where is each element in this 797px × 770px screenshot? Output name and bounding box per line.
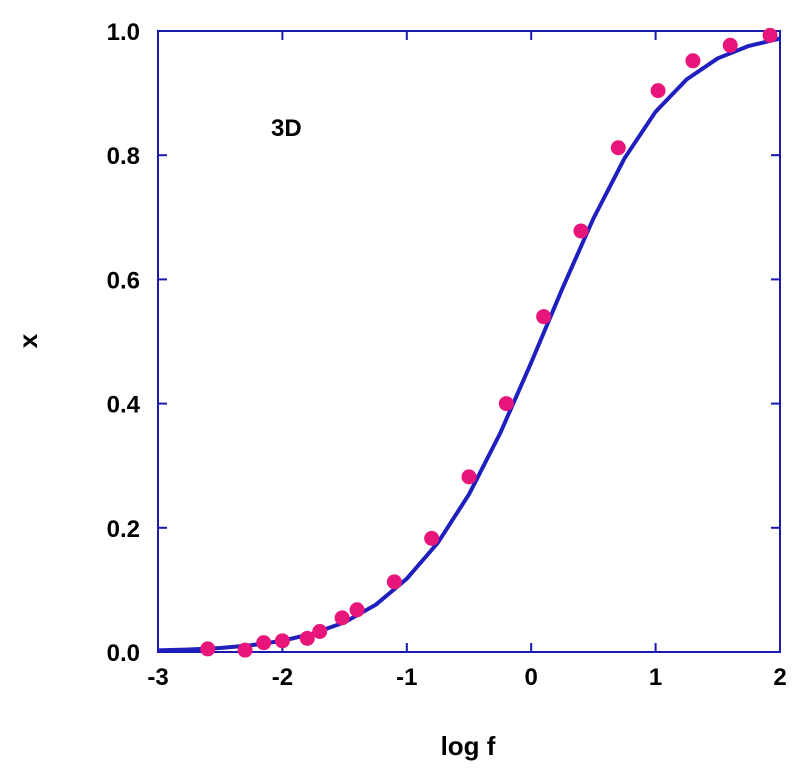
x-tick-label: 1 — [649, 664, 662, 691]
data-point — [536, 309, 552, 325]
plot-border — [157, 30, 781, 653]
x-tick-label: 2 — [773, 664, 786, 691]
x-tick-label: -3 — [147, 664, 168, 691]
data-point — [386, 574, 402, 590]
y-tick-label: 0.2 — [107, 516, 140, 543]
data-point — [299, 630, 315, 646]
data-points-layer — [200, 27, 778, 658]
plot-annotation: 3D — [271, 115, 302, 142]
data-point — [573, 223, 589, 239]
y-tick-label: 0.4 — [107, 392, 141, 419]
x-tick-label: 0 — [525, 664, 538, 691]
data-point — [349, 602, 365, 618]
data-point — [312, 624, 328, 640]
data-point — [200, 641, 216, 657]
plot-frame — [157, 30, 781, 653]
fit-curve-layer — [157, 36, 781, 653]
axis-ticks — [157, 30, 781, 653]
data-point — [334, 610, 350, 626]
data-point — [237, 642, 253, 658]
x-tick-label: -1 — [396, 664, 417, 691]
x-axis-title: log f — [441, 731, 496, 761]
data-point — [722, 37, 738, 53]
x-tick-label: -2 — [272, 664, 293, 691]
data-point — [274, 633, 290, 649]
data-point — [256, 635, 272, 651]
data-point — [685, 53, 701, 69]
data-point — [424, 530, 440, 546]
data-point — [762, 27, 778, 43]
y-axis-title: x — [13, 333, 43, 348]
y-tick-label: 0.8 — [107, 143, 140, 170]
data-point — [461, 469, 477, 485]
data-point — [498, 396, 514, 412]
y-tick-label: 1.0 — [107, 19, 140, 46]
y-tick-label: 0.6 — [107, 267, 140, 294]
y-tick-label: 0.0 — [107, 640, 140, 667]
tick-labels: -3 -2 -1 0 1 2 0.0 0.2 0.4 0.6 0.8 1.0 — [107, 19, 787, 691]
fit-curve — [157, 36, 781, 653]
data-point — [650, 83, 666, 99]
data-point — [610, 140, 626, 156]
